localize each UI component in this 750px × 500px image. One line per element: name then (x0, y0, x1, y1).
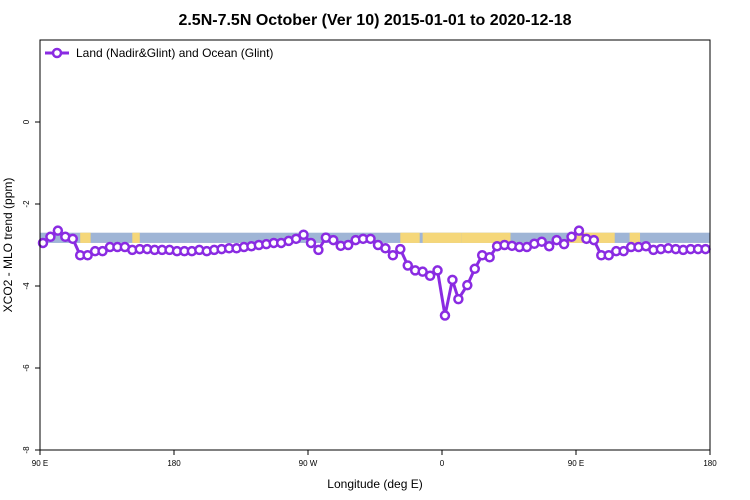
data-point (566, 231, 577, 243)
data-point (432, 265, 443, 276)
legend-marker-swatch (51, 47, 63, 59)
x-axis: 90 E 180 90 W 0 90 E 180 (32, 450, 717, 468)
land-band-segment (422, 232, 462, 243)
land-band-segment (461, 232, 511, 243)
data-point (52, 225, 64, 236)
data-point (588, 234, 600, 246)
data-point (447, 274, 458, 286)
y-axis: -8 -6 -4 -2 0 (22, 119, 40, 454)
data-point (387, 250, 399, 261)
data-point (417, 266, 428, 277)
data-point (97, 245, 108, 257)
data-point (543, 240, 555, 252)
y-tick-label: -2 (22, 200, 31, 208)
land-band-segment (80, 232, 91, 243)
legend: Land (Nadir&Glint) and Ocean (Glint) (45, 46, 273, 60)
data-point (298, 229, 309, 240)
data-point (342, 239, 354, 251)
data-point (82, 250, 93, 261)
data-point (469, 263, 481, 275)
x-tick-label: 90 E (32, 459, 48, 468)
x-tick-label: 90 W (299, 459, 318, 468)
data-point (67, 233, 79, 245)
data-point (395, 243, 406, 255)
data-point (290, 233, 302, 245)
data-point (453, 293, 464, 305)
data-point (424, 270, 436, 281)
data-point (536, 236, 548, 247)
data-point (484, 252, 495, 263)
y-tick-label: 0 (22, 119, 31, 124)
data-point (45, 231, 56, 243)
y-tick-label: -6 (22, 364, 31, 372)
y-tick-label: -4 (22, 282, 31, 290)
legend-label: Land (Nadir&Glint) and Ocean (Glint) (76, 46, 273, 60)
x-tick-label: 0 (440, 459, 445, 468)
data-point (37, 237, 49, 249)
data-point (551, 234, 562, 246)
plot-frame (39, 39, 711, 451)
x-tick-label: 180 (167, 459, 181, 468)
y-tick-label: -8 (22, 446, 31, 454)
data-point (618, 245, 629, 257)
data-point (439, 310, 451, 321)
series-layer (37, 225, 711, 321)
x-axis-label: Longitude (deg E) (327, 477, 422, 491)
x-tick-label: 90 E (568, 459, 584, 468)
data-point (402, 260, 414, 271)
data-point (603, 250, 615, 261)
chart-title: 2.5N-7.5N October (Ver 10) 2015-01-01 to… (178, 12, 571, 29)
data-point (573, 225, 585, 236)
data-point (380, 243, 391, 254)
data-point (700, 243, 711, 255)
data-point (558, 238, 570, 250)
data-point (305, 237, 317, 249)
x-tick-label: 180 (703, 459, 717, 468)
land-band-segment (132, 232, 140, 243)
data-point (462, 279, 473, 291)
data-point (328, 234, 339, 246)
data-point (365, 233, 376, 245)
data-point (313, 244, 324, 256)
y-axis-label: XCO2 - MLO trend (ppm) (1, 178, 15, 313)
land-band-segment (629, 232, 641, 243)
land-band-segment (400, 232, 420, 243)
